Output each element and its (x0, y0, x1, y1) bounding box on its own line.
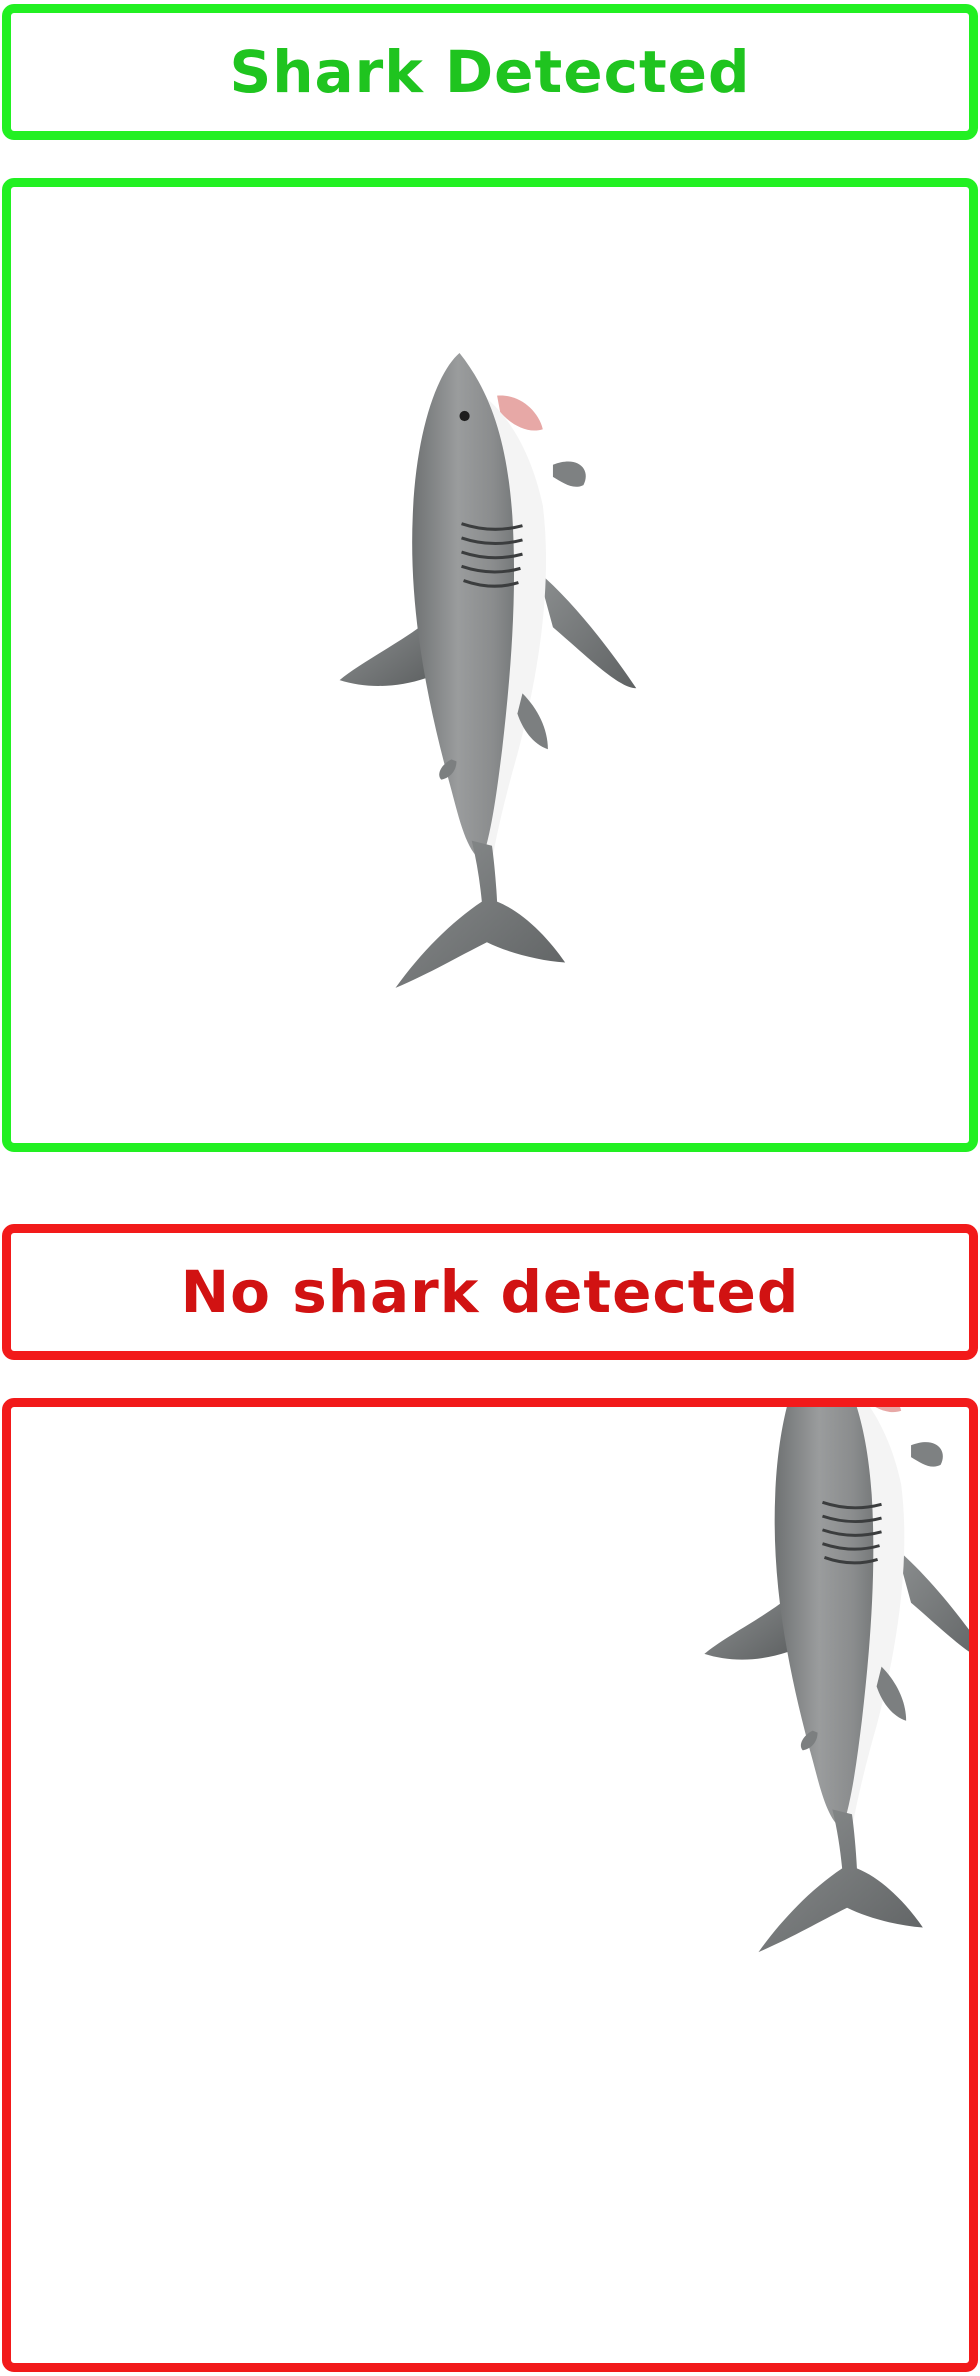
shark-detected-label-box: Shark Detected (2, 4, 978, 140)
shark-detected-label: Shark Detected (229, 38, 751, 106)
no-shark-detected-image-panel (2, 1398, 978, 2372)
shark-icon (338, 353, 638, 990)
no-shark-detected-label: No shark detected (180, 1258, 800, 1326)
no-shark-detected-label-box: No shark detected (2, 1224, 978, 1360)
shark-icon (702, 1407, 969, 1954)
shark-detected-image-panel (2, 178, 978, 1152)
